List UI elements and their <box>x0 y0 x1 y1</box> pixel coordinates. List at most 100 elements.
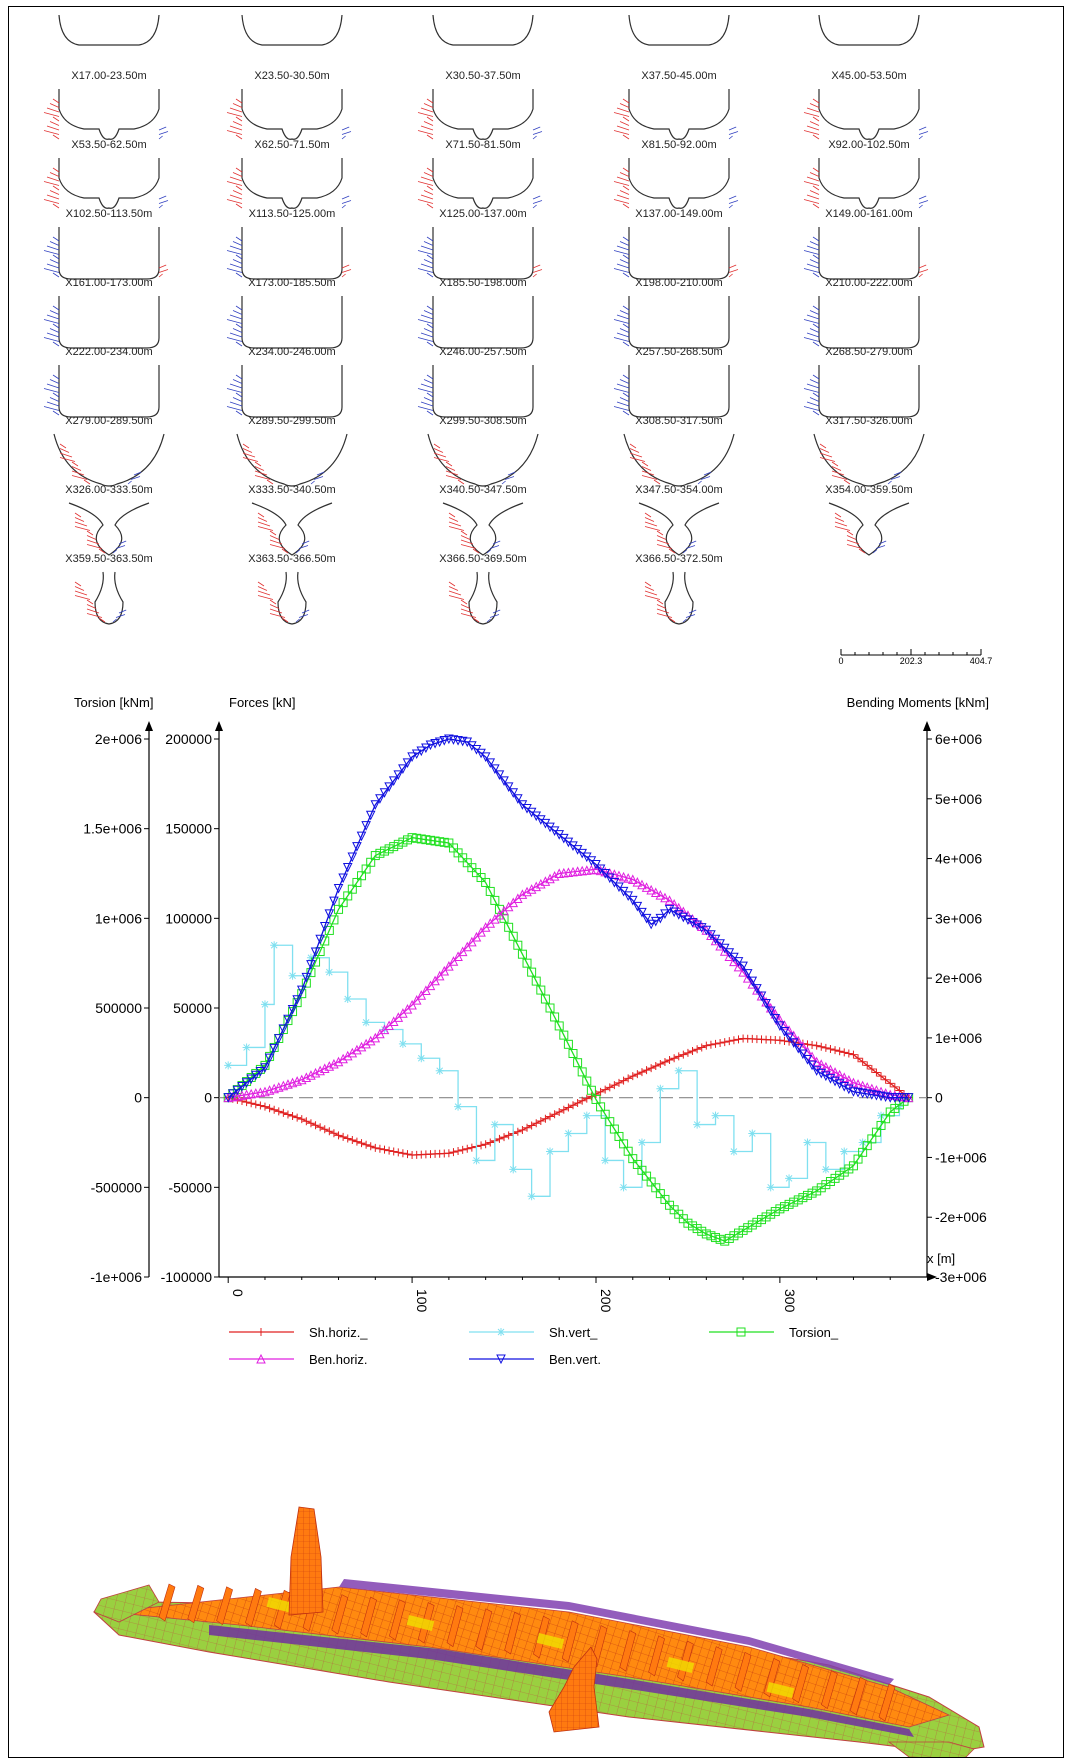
data-point <box>550 1012 560 1022</box>
data-point <box>550 1110 559 1119</box>
data-point <box>683 1048 692 1057</box>
data-point <box>623 873 633 883</box>
data-point <box>342 863 353 873</box>
data-point <box>779 1202 789 1212</box>
transverse-bulkheads <box>158 1583 896 1722</box>
data-point <box>536 878 546 889</box>
data-point <box>825 1064 836 1075</box>
pressure-hatching <box>43 236 169 278</box>
data-point <box>334 1131 343 1140</box>
data-point <box>365 810 376 821</box>
pressure-hatching <box>226 98 352 140</box>
pressure-hatching <box>834 512 887 554</box>
data-point <box>679 1050 688 1059</box>
data-point <box>315 934 325 945</box>
section-outline <box>628 365 730 418</box>
section-outline <box>432 158 534 209</box>
data-point <box>481 1140 490 1149</box>
data-point <box>811 1066 822 1076</box>
stern-transom <box>93 1584 160 1623</box>
data-point <box>601 1156 610 1165</box>
section-label: X53.50-62.50m <box>71 139 146 151</box>
data-point <box>357 1139 366 1148</box>
data-point <box>803 1138 812 1147</box>
data-point <box>775 1014 785 1025</box>
data-point <box>522 886 532 897</box>
legend-label: Torsion_ <box>789 1325 839 1340</box>
section-label: X149.00-161.00m <box>825 208 912 220</box>
section-outline <box>58 365 160 418</box>
data-point <box>877 1072 886 1081</box>
data-point <box>650 887 661 898</box>
data-point <box>471 868 481 878</box>
data-point <box>618 871 629 882</box>
data-point <box>370 851 380 861</box>
data-point <box>729 1147 738 1156</box>
data-point <box>674 1052 683 1061</box>
pressure-hatching <box>59 443 142 485</box>
data-point <box>779 1027 790 1037</box>
data-point <box>881 1114 891 1124</box>
highlight-patch <box>266 1596 295 1613</box>
data-point <box>398 764 408 775</box>
pressure-hatching <box>226 374 243 416</box>
data-point <box>329 896 339 907</box>
data-point <box>655 890 666 900</box>
data-point <box>227 1089 238 1100</box>
data-point <box>816 1183 826 1193</box>
section-outline-cropped <box>432 14 534 46</box>
data-point <box>812 1041 821 1050</box>
data-point <box>476 927 486 937</box>
data-point <box>306 1119 315 1128</box>
legend-entry: Ben.horiz. <box>229 1352 368 1367</box>
data-point <box>527 967 537 977</box>
pressure-hatching <box>613 98 739 140</box>
data-point <box>688 1047 697 1056</box>
section-label: X62.50-71.50m <box>254 139 329 151</box>
data-point <box>333 1056 344 1067</box>
section-label: X37.50-45.00m <box>641 70 716 82</box>
data-point <box>862 1082 873 1092</box>
section-outline <box>241 296 343 349</box>
section-outline <box>628 89 730 140</box>
data-point <box>288 1112 297 1121</box>
pressure-hatching <box>613 236 739 278</box>
section-outline <box>432 365 534 418</box>
data-point <box>848 1077 859 1088</box>
section-label: X30.50-37.50m <box>445 70 520 82</box>
section-outline-cropped <box>818 14 920 46</box>
data-point <box>748 1129 757 1138</box>
data-point <box>785 1174 794 1183</box>
data-point <box>605 1117 615 1127</box>
data-point <box>302 1117 311 1126</box>
data-point <box>569 1101 577 1110</box>
legend-label: Ben.horiz. <box>309 1352 368 1367</box>
section-outline <box>628 296 730 349</box>
data-point <box>761 1212 771 1222</box>
data-point <box>647 1064 656 1073</box>
data-point <box>338 898 348 908</box>
data-point <box>462 858 472 868</box>
data-point <box>411 749 422 760</box>
data-point <box>306 953 315 962</box>
pressure-hatching <box>803 167 929 209</box>
data-point <box>494 770 505 780</box>
data-point <box>775 1204 785 1214</box>
section-label: X23.50-30.50m <box>254 70 329 82</box>
data-point <box>660 1194 670 1204</box>
data-point <box>504 1131 513 1140</box>
data-point <box>490 764 500 775</box>
bulkhead-frame <box>878 1683 896 1722</box>
data-point <box>693 1120 702 1129</box>
data-point <box>716 1038 725 1047</box>
data-point <box>637 907 647 918</box>
bulkhead-frame <box>504 1611 521 1655</box>
section-outline <box>813 433 925 487</box>
data-point <box>417 1054 426 1063</box>
bulkhead-frame <box>331 1594 349 1635</box>
pressure-hatching <box>417 305 434 347</box>
data-point <box>439 837 449 847</box>
data-point <box>756 1215 766 1225</box>
data-point <box>807 1188 817 1198</box>
bulkhead-frame <box>216 1586 233 1626</box>
